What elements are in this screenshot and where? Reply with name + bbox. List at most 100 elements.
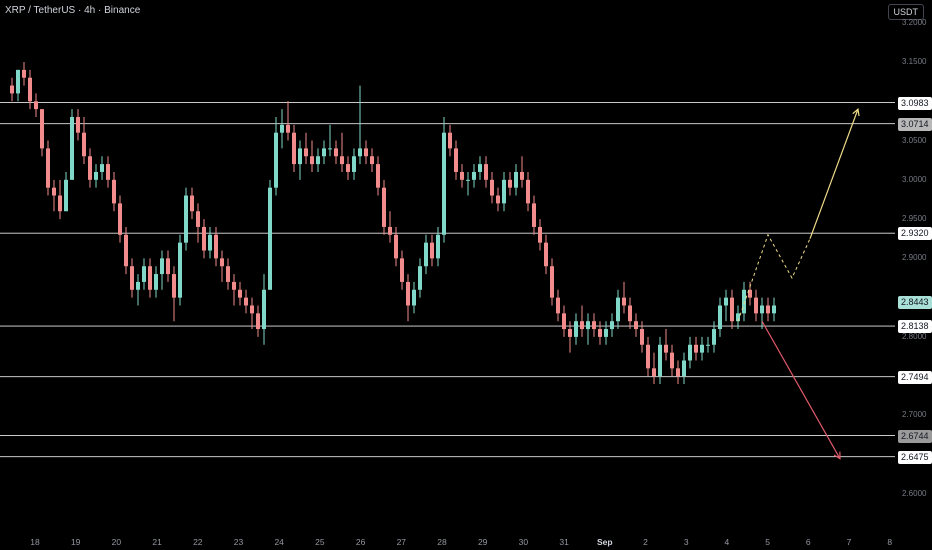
candle-body-67 xyxy=(412,290,416,306)
candle-body-65 xyxy=(400,258,404,282)
candle-body-57 xyxy=(352,156,356,172)
candle-body-32 xyxy=(202,227,206,251)
candle-body-119 xyxy=(724,298,728,306)
x-tick-label: 23 xyxy=(234,537,243,547)
candle-body-69 xyxy=(424,243,428,267)
symbol-title[interactable]: XRP / TetherUS · 4h · Binance xyxy=(5,5,140,16)
x-tick-label: 27 xyxy=(397,537,406,547)
x-tick-label: 30 xyxy=(519,537,528,547)
candle-body-114 xyxy=(694,345,698,353)
candle-body-77 xyxy=(472,172,476,180)
x-tick-label: 22 xyxy=(193,537,202,547)
candle-body-35 xyxy=(220,258,224,266)
y-tick-label: 2.9500 xyxy=(902,214,926,223)
y-tick-label: 3.0500 xyxy=(902,136,926,145)
candle-body-58 xyxy=(358,148,362,156)
candle-body-70 xyxy=(430,243,434,259)
candle-body-16 xyxy=(106,164,110,180)
candle-body-12 xyxy=(82,133,86,157)
candle-body-93 xyxy=(568,329,572,337)
candle-body-55 xyxy=(340,156,344,164)
candle-body-18 xyxy=(118,203,122,234)
candle-body-36 xyxy=(226,266,230,282)
candle-body-125 xyxy=(760,305,764,313)
candle-body-22 xyxy=(142,266,146,282)
level-price-label: 3.0714 xyxy=(898,118,932,131)
level-price-label: 2.8138 xyxy=(898,320,932,333)
candle-body-3 xyxy=(28,78,32,102)
candle-body-126 xyxy=(766,305,770,313)
projection-down-arrow xyxy=(762,321,840,458)
candle-body-59 xyxy=(364,148,368,156)
candle-body-62 xyxy=(382,188,386,227)
candle-body-25 xyxy=(160,258,164,274)
x-tick-label: 25 xyxy=(315,537,324,547)
x-tick-label: 3 xyxy=(684,537,689,547)
candle-body-38 xyxy=(238,290,242,298)
candle-body-33 xyxy=(208,235,212,251)
x-tick-label: 2 xyxy=(643,537,648,547)
candle-body-73 xyxy=(448,133,452,149)
candle-body-11 xyxy=(76,117,80,133)
candle-body-89 xyxy=(544,243,548,267)
x-tick-label: 7 xyxy=(847,537,852,547)
candle-body-43 xyxy=(268,188,272,290)
candle-body-24 xyxy=(154,274,158,290)
candle-body-127 xyxy=(772,305,776,313)
level-price-label: 3.0983 xyxy=(898,97,932,110)
candle-body-71 xyxy=(436,235,440,259)
candle-body-10 xyxy=(70,117,74,180)
candle-body-113 xyxy=(688,345,692,361)
candle-body-44 xyxy=(274,133,278,188)
candle-body-110 xyxy=(670,353,674,369)
y-tick-label: 2.8000 xyxy=(902,332,926,341)
candle-body-34 xyxy=(214,235,218,259)
candle-body-78 xyxy=(478,164,482,172)
candle-body-28 xyxy=(178,243,182,298)
y-tick-label: 2.7000 xyxy=(902,410,926,419)
level-price-label: 2.6475 xyxy=(898,451,932,464)
candle-body-116 xyxy=(706,345,710,346)
candle-body-41 xyxy=(256,313,260,329)
x-tick-label: 31 xyxy=(559,537,568,547)
candle-body-118 xyxy=(718,305,722,329)
candle-body-100 xyxy=(610,321,614,329)
candle-body-115 xyxy=(700,345,704,353)
x-tick-label: 21 xyxy=(152,537,161,547)
candle-body-9 xyxy=(64,180,68,211)
candle-body-45 xyxy=(280,125,284,133)
candle-body-109 xyxy=(664,345,668,353)
level-price-label: 2.6744 xyxy=(898,430,932,443)
y-tick-label: 2.6000 xyxy=(902,489,926,498)
candle-body-2 xyxy=(22,70,26,78)
candle-body-103 xyxy=(628,305,632,321)
candle-body-23 xyxy=(148,266,152,290)
candle-body-94 xyxy=(574,321,578,337)
candle-body-15 xyxy=(100,164,104,172)
candle-body-72 xyxy=(442,133,446,235)
candle-body-97 xyxy=(592,321,596,329)
y-tick-label: 3.1500 xyxy=(902,57,926,66)
x-tick-label: 20 xyxy=(112,537,121,547)
candle-body-20 xyxy=(130,266,134,290)
candle-body-84 xyxy=(514,172,518,188)
candle-body-83 xyxy=(508,180,512,188)
candle-body-19 xyxy=(124,235,128,266)
candle-body-122 xyxy=(742,290,746,314)
candle-body-53 xyxy=(328,148,332,149)
candle-body-7 xyxy=(52,188,56,196)
candle-body-107 xyxy=(652,368,656,376)
level-price-label: 2.7494 xyxy=(898,371,932,384)
x-tick-label: 4 xyxy=(725,537,730,547)
candle-body-117 xyxy=(712,329,716,345)
candle-body-14 xyxy=(94,172,98,180)
candle-body-50 xyxy=(310,156,314,164)
horizontal-levels xyxy=(0,103,895,457)
candle-body-68 xyxy=(418,266,422,290)
candle-body-108 xyxy=(658,345,662,376)
y-tick-label: 2.9000 xyxy=(902,253,926,262)
candle-body-29 xyxy=(184,196,188,243)
candles xyxy=(10,62,776,384)
